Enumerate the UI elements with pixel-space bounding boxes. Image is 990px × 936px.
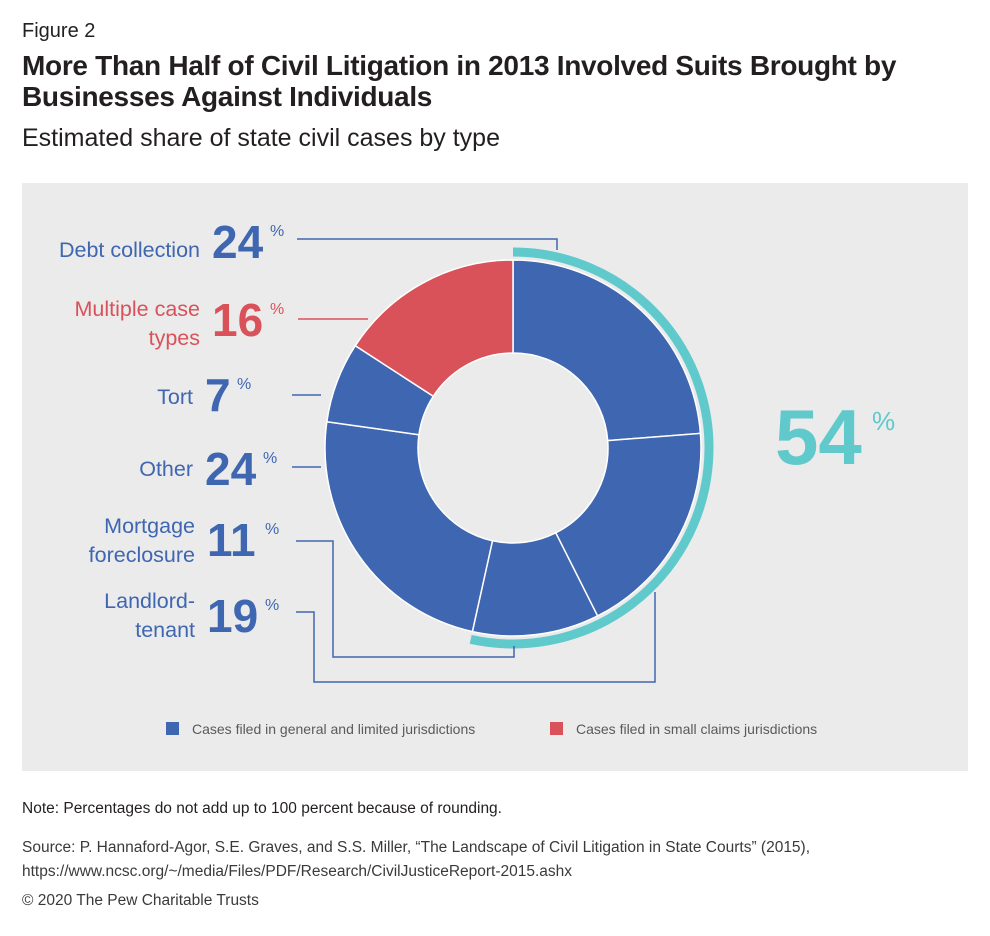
copyright: © 2020 The Pew Charitable Trusts xyxy=(22,892,259,909)
label-other: Other xyxy=(139,457,193,481)
label-multiple-case-types-line-2: types xyxy=(149,326,200,350)
slice-landlord-tenant xyxy=(554,432,702,617)
label-landlord-tenant-line-2: tenant xyxy=(135,618,195,642)
unit-landlord-tenant: % xyxy=(265,597,279,614)
legend-label-small-claims: Cases filed in small claims jurisdiction… xyxy=(576,721,817,737)
value-other: 24 xyxy=(205,443,257,495)
donut-chart: 54 % Debt collection 24 % Landlord-tenant 19 % M… xyxy=(59,216,895,737)
value-multiple-case-types: 16 xyxy=(212,294,263,346)
chart-subtitle: Estimated share of state civil cases by … xyxy=(22,124,500,152)
highlight-value: 54 xyxy=(775,393,862,481)
leader-mortgage-foreclosure xyxy=(296,540,515,658)
value-debt-collection: 24 xyxy=(212,216,264,268)
unit-other: % xyxy=(263,450,277,467)
highlight-ring xyxy=(469,247,714,649)
legend-swatch-small-claims xyxy=(550,722,563,735)
label-landlord-tenant-line-1: Landlord- xyxy=(104,589,195,613)
highlight-unit: % xyxy=(872,406,895,436)
value-landlord-tenant: 19 xyxy=(207,590,258,642)
slice-other xyxy=(324,420,494,633)
chart-note: Note: Percentages do not add up to 100 p… xyxy=(22,800,502,817)
legend-swatch-general xyxy=(166,722,179,735)
unit-debt-collection: % xyxy=(270,223,284,240)
label-mortgage-foreclosure-line-2: foreclosure xyxy=(89,543,195,567)
leader-landlord-tenant xyxy=(296,592,656,683)
chart-title: More Than Half of Civil Litigation in 20… xyxy=(22,50,897,112)
figure-label: Figure 2 xyxy=(22,20,96,42)
value-tort: 7 xyxy=(205,369,231,421)
leader-debt-collection xyxy=(297,238,558,250)
slice-multiple-case-types xyxy=(354,259,514,398)
unit-tort: % xyxy=(237,376,251,393)
label-debt-collection: Debt collection xyxy=(59,238,200,262)
unit-multiple-case-types: % xyxy=(270,301,284,318)
label-multiple-case-types-line-1: Multiple case xyxy=(75,297,200,321)
unit-mortgage-foreclosure: % xyxy=(265,521,279,538)
value-mortgage-foreclosure: 11 xyxy=(207,514,256,566)
slice-debt-collection xyxy=(512,259,702,442)
chart-source: Source: P. Hannaford-Agor, S.E. Graves, … xyxy=(22,839,811,880)
label-mortgage-foreclosure-line-1: Mortgage xyxy=(104,514,195,538)
label-tort: Tort xyxy=(157,385,193,409)
legend-label-general: Cases filed in general and limited juris… xyxy=(192,721,475,737)
